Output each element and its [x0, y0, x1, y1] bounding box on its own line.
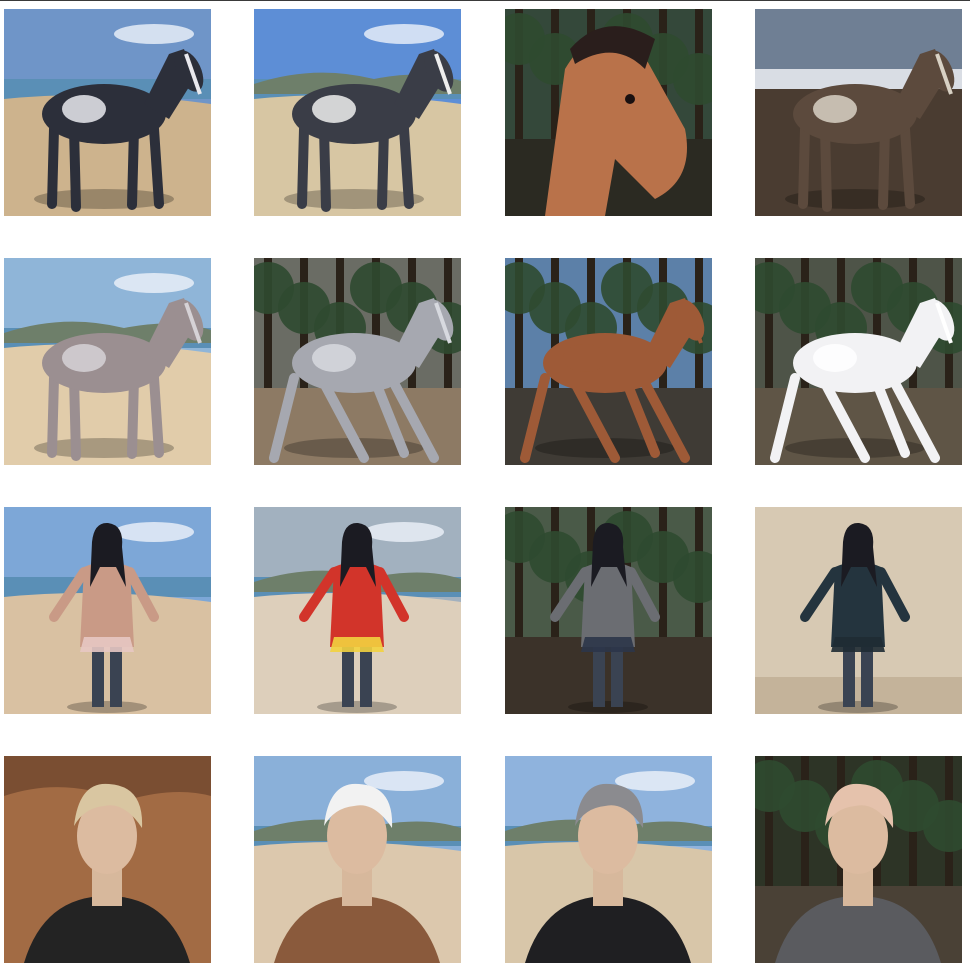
thumbnail-chestnut-horse-trot[interactable]	[505, 258, 712, 465]
thumbnail-image	[755, 756, 962, 963]
thumbnail-image	[4, 258, 211, 465]
thumbnail-man-dark-outfit[interactable]	[755, 507, 962, 714]
thumbnail-grey-horse-rearing[interactable]	[254, 258, 461, 465]
thumbnail-image	[505, 507, 712, 714]
thumbnail-image	[505, 258, 712, 465]
top-divider	[0, 0, 970, 1]
thumbnail-image	[254, 9, 461, 216]
thumbnail-man-blond[interactable]	[4, 756, 211, 963]
thumbnail-woman-grey-sweater[interactable]	[505, 507, 712, 714]
thumbnail-white-horse[interactable]	[755, 258, 962, 465]
thumbnail-pinto-horse[interactable]	[755, 9, 962, 216]
thumbnail-woman-long-hair[interactable]	[254, 756, 461, 963]
thumbnail-image	[4, 507, 211, 714]
thumbnail-image	[505, 756, 712, 963]
thumbnail-paint-horse[interactable]	[4, 9, 211, 216]
thumbnail-man-black-jacket[interactable]	[505, 756, 712, 963]
thumbnail-image	[4, 756, 211, 963]
thumbnail-image	[755, 9, 962, 216]
thumbnail-image	[254, 756, 461, 963]
thumbnail-woman-striped-top[interactable]	[755, 756, 962, 963]
thumbnail-image	[755, 258, 962, 465]
thumbnail-image	[254, 507, 461, 714]
thumbnail-image	[755, 507, 962, 714]
image-gallery-grid	[4, 9, 962, 963]
thumbnail-image	[4, 9, 211, 216]
thumbnail-grey-horse[interactable]	[4, 258, 211, 465]
thumbnail-chestnut-horse-head[interactable]	[505, 9, 712, 216]
thumbnail-woman-waving[interactable]	[4, 507, 211, 714]
thumbnail-paint-horse[interactable]	[254, 9, 461, 216]
thumbnail-image	[254, 258, 461, 465]
thumbnail-woman-red-dress[interactable]	[254, 507, 461, 714]
thumbnail-image	[505, 9, 712, 216]
